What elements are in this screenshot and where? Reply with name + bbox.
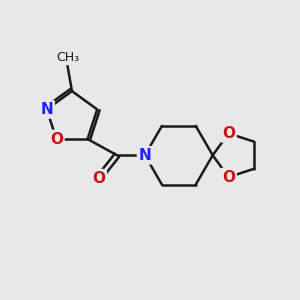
Text: O: O [222, 126, 235, 141]
Text: N: N [40, 102, 53, 117]
Text: N: N [139, 148, 151, 163]
Text: O: O [222, 169, 235, 184]
Text: O: O [92, 171, 105, 186]
Text: O: O [50, 132, 63, 147]
Text: CH₃: CH₃ [56, 51, 79, 64]
